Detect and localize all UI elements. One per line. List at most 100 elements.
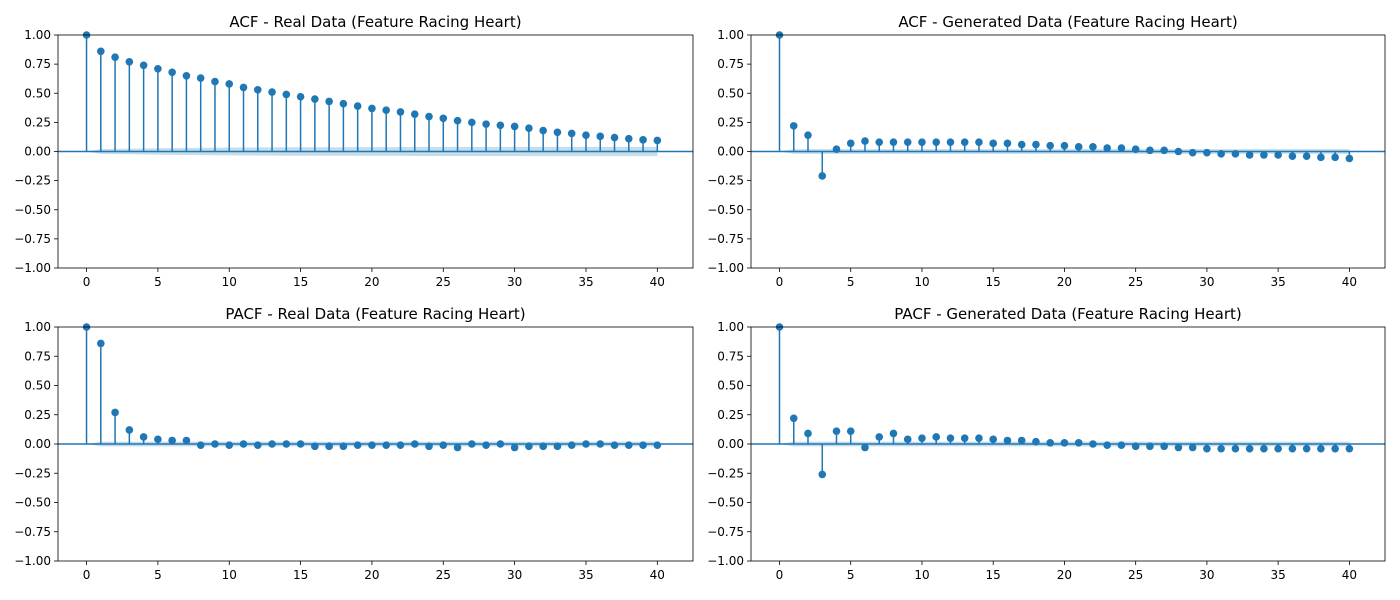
data-point bbox=[168, 436, 176, 445]
data-point bbox=[1317, 444, 1325, 453]
data-point bbox=[1331, 444, 1339, 453]
data-point bbox=[639, 136, 647, 144]
x-tick-label: 35 bbox=[1271, 568, 1286, 582]
x-tick-label: 25 bbox=[436, 275, 451, 289]
data-point bbox=[804, 429, 812, 438]
data-point bbox=[1117, 144, 1126, 152]
data-point bbox=[975, 138, 983, 146]
pacf-real-panel: PACF - Real Data (Feature Racing Heart) … bbox=[14, 305, 694, 582]
data-point bbox=[1302, 152, 1311, 160]
chart-title: PACF - Real Data (Feature Racing Heart) bbox=[225, 305, 525, 323]
data-point bbox=[196, 441, 205, 449]
data-point bbox=[596, 132, 605, 141]
data-point bbox=[296, 92, 305, 101]
chart-title: ACF - Generated Data (Feature Racing Hea… bbox=[898, 13, 1237, 31]
y-tick-label: −0.75 bbox=[14, 525, 51, 539]
data-point bbox=[610, 133, 619, 142]
data-point bbox=[1288, 444, 1297, 453]
data-point bbox=[1046, 141, 1054, 150]
data-point bbox=[989, 435, 998, 444]
x-tick-label: 5 bbox=[847, 568, 855, 582]
data-point bbox=[875, 138, 884, 146]
data-point bbox=[1146, 442, 1154, 451]
data-point bbox=[1146, 146, 1154, 155]
data-point bbox=[125, 57, 134, 66]
y-tick-label: −0.50 bbox=[14, 496, 51, 510]
data-point bbox=[932, 433, 941, 441]
y-tick-label: −0.50 bbox=[14, 203, 51, 217]
y-tick-label: −1.00 bbox=[14, 261, 51, 275]
data-point bbox=[1131, 145, 1140, 153]
data-point bbox=[553, 128, 562, 137]
x-tick-label: 30 bbox=[507, 275, 522, 289]
data-point bbox=[453, 443, 462, 452]
y-tick-label: 0.25 bbox=[24, 115, 51, 129]
chart-title: PACF - Generated Data (Feature Racing He… bbox=[894, 305, 1241, 323]
data-point bbox=[1345, 154, 1354, 163]
data-point bbox=[1217, 444, 1225, 453]
y-tick-label: 1.00 bbox=[717, 320, 744, 334]
y-tick-label: −0.25 bbox=[14, 174, 51, 188]
x-tick-label: 15 bbox=[293, 568, 308, 582]
data-point bbox=[196, 74, 205, 82]
x-tick-label: 10 bbox=[222, 275, 237, 289]
data-point bbox=[296, 440, 305, 448]
data-point bbox=[182, 71, 191, 80]
data-point bbox=[154, 435, 162, 444]
data-point bbox=[253, 441, 262, 449]
data-point bbox=[525, 124, 533, 132]
data-point bbox=[325, 442, 333, 451]
x-tick-label: 10 bbox=[222, 568, 237, 582]
y-tick-label: −0.50 bbox=[707, 203, 744, 217]
y-tick-label: 0.00 bbox=[717, 437, 744, 451]
data-point bbox=[903, 138, 912, 146]
data-point bbox=[496, 121, 505, 130]
y-tick-label: 0.00 bbox=[717, 145, 744, 159]
x-tick-label: 30 bbox=[507, 568, 522, 582]
data-point bbox=[960, 138, 969, 146]
data-point bbox=[553, 442, 562, 451]
data-point bbox=[410, 110, 419, 119]
x-tick-label: 5 bbox=[154, 275, 162, 289]
y-tick-label: −0.25 bbox=[707, 466, 744, 480]
data-point bbox=[1089, 440, 1097, 448]
data-point bbox=[960, 434, 969, 442]
x-tick-label: 0 bbox=[776, 568, 784, 582]
data-point bbox=[1288, 152, 1297, 160]
data-point bbox=[1260, 444, 1268, 453]
data-point bbox=[918, 434, 926, 442]
data-point bbox=[468, 440, 476, 448]
data-point bbox=[111, 53, 119, 61]
x-tick-label: 15 bbox=[986, 568, 1001, 582]
y-tick-label: 0.50 bbox=[717, 379, 744, 393]
data-point bbox=[239, 440, 248, 448]
data-point bbox=[1302, 444, 1311, 453]
data-point bbox=[168, 68, 176, 77]
data-point bbox=[282, 440, 291, 448]
data-point bbox=[282, 90, 291, 99]
data-point bbox=[1188, 148, 1197, 157]
y-tick-label: 0.50 bbox=[24, 86, 51, 100]
data-point bbox=[97, 339, 105, 348]
data-point bbox=[653, 136, 662, 145]
y-tick-label: 0.50 bbox=[717, 86, 744, 100]
y-tick-label: −0.75 bbox=[707, 232, 744, 246]
y-tick-label: 0.75 bbox=[717, 349, 744, 363]
data-point bbox=[482, 441, 490, 449]
data-point bbox=[1032, 140, 1040, 149]
data-point bbox=[1245, 151, 1254, 159]
y-tick-label: 0.00 bbox=[24, 437, 51, 451]
data-point bbox=[1103, 144, 1111, 152]
data-point bbox=[789, 414, 798, 423]
data-point bbox=[468, 118, 476, 127]
data-point bbox=[989, 139, 998, 148]
data-point bbox=[368, 441, 376, 449]
y-tick-label: −0.25 bbox=[707, 174, 744, 188]
data-point bbox=[111, 408, 119, 417]
data-point bbox=[439, 114, 448, 123]
data-point bbox=[1060, 141, 1069, 150]
data-point bbox=[567, 129, 576, 138]
data-point bbox=[1217, 150, 1225, 158]
data-point bbox=[1260, 151, 1268, 159]
data-point bbox=[510, 443, 519, 452]
